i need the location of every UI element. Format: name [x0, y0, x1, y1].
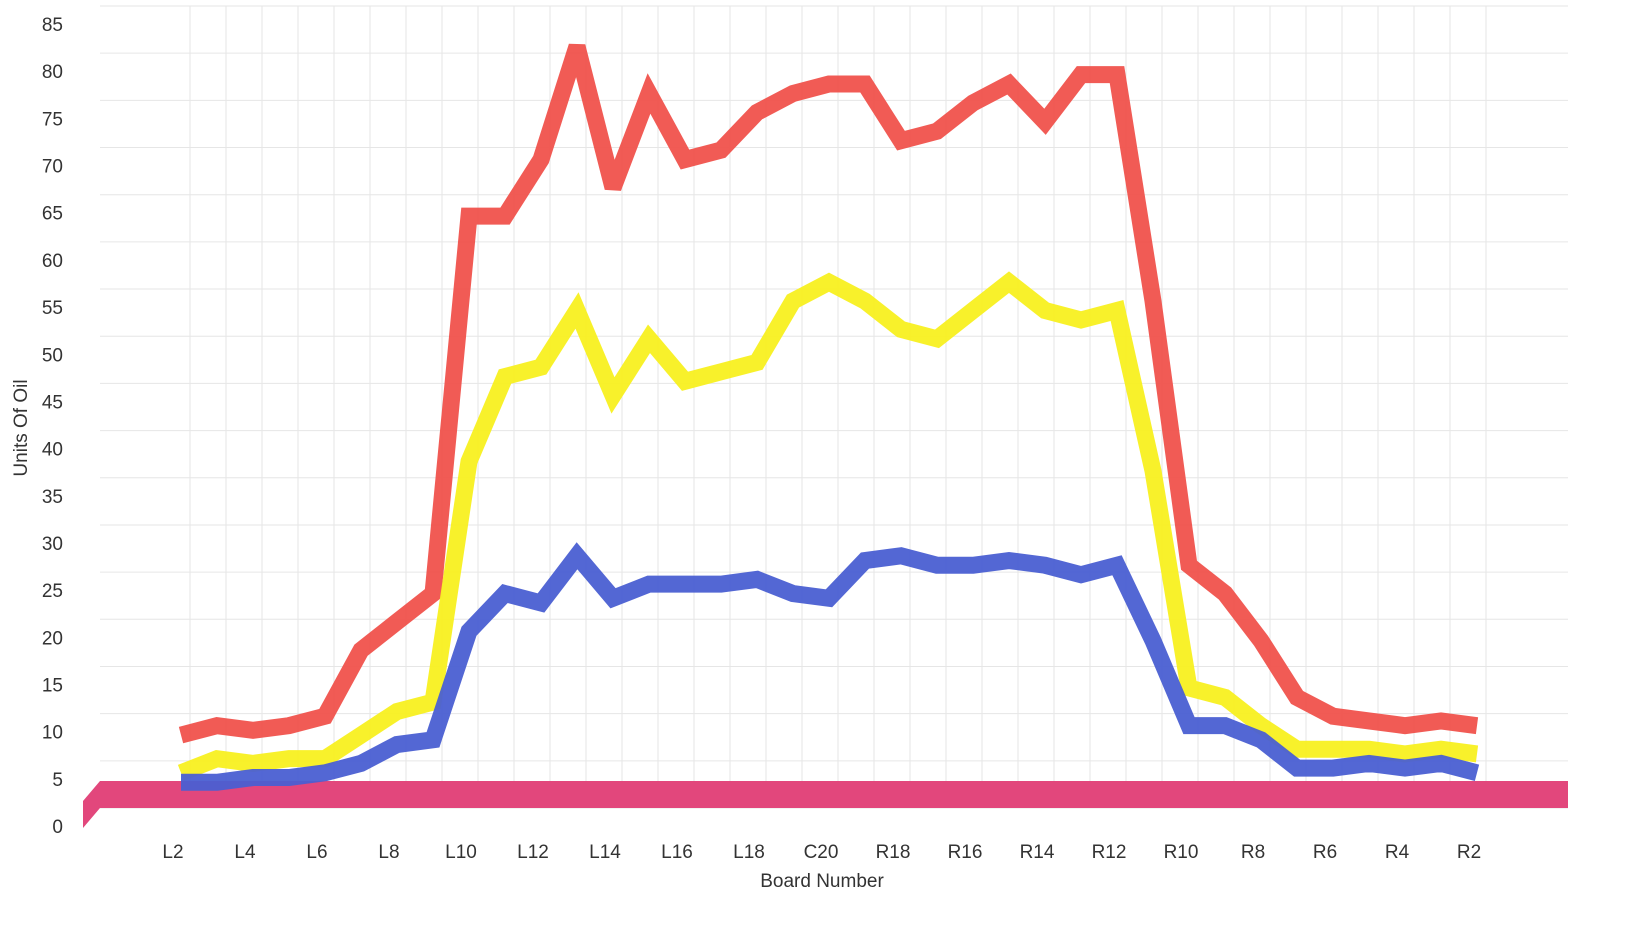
- x-tick-label: L10: [445, 842, 477, 863]
- x-tick-label: L18: [733, 842, 765, 863]
- y-tick-label: 80: [42, 62, 63, 83]
- chart-floor: [83, 781, 1568, 828]
- y-tick-label: 40: [42, 440, 63, 461]
- y-tick-label: 50: [42, 345, 63, 366]
- y-tick-label: 20: [42, 628, 63, 649]
- series-ribbon: [177, 271, 1479, 781]
- x-tick-label: R18: [876, 842, 911, 863]
- x-tick-label: R2: [1457, 842, 1481, 863]
- y-tick-label: 30: [42, 534, 63, 555]
- series-ribbon: [178, 43, 1479, 744]
- x-tick-label: R10: [1164, 842, 1199, 863]
- x-tick-label: R8: [1241, 842, 1265, 863]
- x-tick-label: R12: [1092, 842, 1127, 863]
- x-tick-label: R4: [1385, 842, 1410, 863]
- y-tick-label: 60: [42, 251, 63, 272]
- y-tick-label: 65: [42, 204, 63, 225]
- x-tick-label: R14: [1020, 842, 1055, 863]
- x-tick-label: L2: [162, 842, 183, 863]
- y-tick-label: 75: [42, 109, 63, 130]
- x-tick-label: C20: [804, 842, 839, 863]
- y-tick-label: 35: [42, 487, 63, 508]
- y-tick-label: 70: [42, 157, 63, 178]
- x-tick-label: L8: [378, 842, 399, 863]
- y-tick-label: 0: [52, 817, 63, 838]
- x-tick-label: L12: [517, 842, 549, 863]
- y-tick-label: 15: [42, 675, 63, 696]
- y-tick-label: 5: [52, 770, 63, 791]
- x-tick-label: R6: [1313, 842, 1337, 863]
- y-tick-label: 45: [42, 392, 63, 413]
- x-tick-label: R16: [948, 842, 983, 863]
- x-tick-label: L14: [589, 842, 621, 863]
- y-tick-label: 25: [42, 581, 63, 602]
- series-ribbon: [181, 542, 1480, 791]
- x-tick-label: L6: [306, 842, 327, 863]
- x-axis-title: Board Number: [760, 871, 884, 892]
- y-tick-label: 10: [42, 723, 63, 744]
- x-tick-label: L16: [661, 842, 693, 863]
- y-tick-label: 55: [42, 298, 63, 319]
- y-axis-title: Units Of Oil: [11, 379, 32, 476]
- x-tick-label: L4: [234, 842, 256, 863]
- y-tick-label: 85: [42, 15, 63, 36]
